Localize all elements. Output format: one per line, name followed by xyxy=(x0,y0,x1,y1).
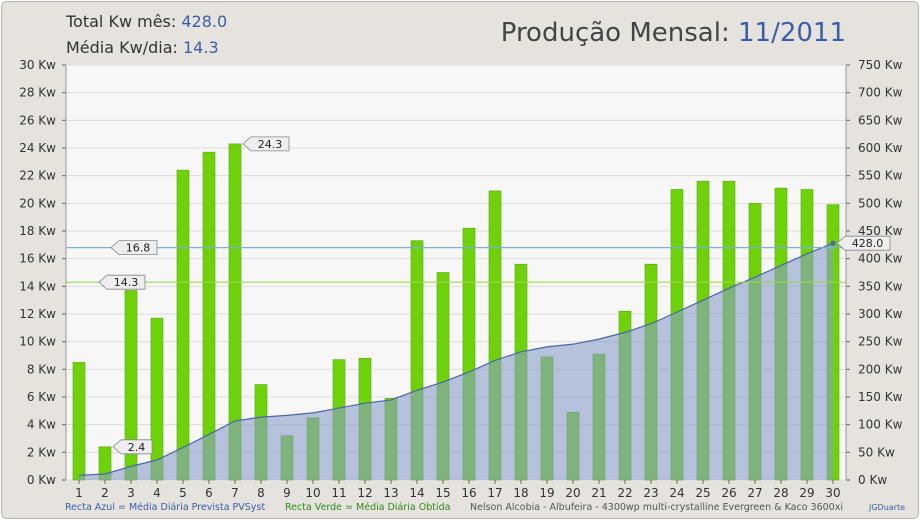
bar xyxy=(150,317,164,481)
right-tick-label: 650 Kw xyxy=(858,113,903,127)
x-tick-label: 16 xyxy=(461,486,476,500)
x-tick-label: 17 xyxy=(487,486,502,500)
x-tick-label: 9 xyxy=(283,486,291,500)
x-tick-label: 20 xyxy=(565,486,580,500)
x-tick-label: 23 xyxy=(643,486,658,500)
x-tick-label: 14 xyxy=(409,486,424,500)
x-tick-label: 10 xyxy=(305,486,320,500)
cumulative-end-label-text: 428.0 xyxy=(852,237,884,250)
right-tick-label: 400 Kw xyxy=(858,252,903,266)
x-tick-label: 19 xyxy=(539,486,554,500)
reference-label-text: 14.3 xyxy=(114,276,139,289)
x-tick-label: 11 xyxy=(331,486,346,500)
chart-title-period: 11/2011 xyxy=(737,18,846,48)
x-tick-label: 24 xyxy=(669,486,684,500)
left-tick-label: 10 Kw xyxy=(19,335,56,349)
left-tick-label: 16 Kw xyxy=(19,252,56,266)
cumulative-end-label-box xyxy=(836,235,891,251)
media-kw-label: Média Kw/dia: xyxy=(66,38,178,57)
bar-callout-box xyxy=(242,136,290,152)
x-tick-label: 7 xyxy=(231,486,239,500)
legend-green-line: Recta Verde = Média Diária Obtida xyxy=(285,502,451,513)
total-kw-header: Total Kw mês: 428.0 xyxy=(66,12,227,31)
x-tick-label: 30 xyxy=(825,486,840,500)
legend-blue-line: Recta Azul = Média Diária Prevista PVSys… xyxy=(65,502,266,513)
reference-label-box xyxy=(110,240,158,256)
right-tick-label: 700 Kw xyxy=(858,86,903,100)
x-tick-label: 13 xyxy=(383,486,398,500)
bar-callout-text: 24.3 xyxy=(258,138,283,151)
reference-label-text: 16.8 xyxy=(126,242,151,255)
right-tick-label: 750 Kw xyxy=(858,58,903,72)
x-tick-label: 2 xyxy=(101,486,109,500)
left-tick-label: 22 Kw xyxy=(19,169,56,183)
x-tick-label: 5 xyxy=(179,486,187,500)
cumulative-end-point xyxy=(830,240,836,246)
x-tick-label: 8 xyxy=(257,486,265,500)
left-tick-label: 2 Kw xyxy=(27,445,56,459)
total-kw-value: 428.0 xyxy=(181,12,228,31)
left-tick-label: 28 Kw xyxy=(19,86,56,100)
system-info: Nelson Alcobia - Albufeira - 4300wp mult… xyxy=(470,502,843,513)
cumulative-area xyxy=(79,243,833,480)
chart-title-label: Produção Mensal: xyxy=(500,18,730,48)
right-tick-label: 350 Kw xyxy=(858,279,903,293)
x-tick-label: 25 xyxy=(695,486,710,500)
x-tick-label: 21 xyxy=(591,486,606,500)
media-kw-header: Média Kw/dia: 14.3 xyxy=(66,38,219,57)
right-tick-label: 500 Kw xyxy=(858,196,903,210)
x-tick-label: 18 xyxy=(513,486,528,500)
chart-title: Produção Mensal: 11/2011 xyxy=(501,18,846,48)
right-tick-label: 550 Kw xyxy=(858,169,903,183)
bar xyxy=(202,151,216,481)
left-tick-label: 26 Kw xyxy=(19,113,56,127)
right-tick-label: 300 Kw xyxy=(858,307,903,321)
x-tick-label: 12 xyxy=(357,486,372,500)
right-tick-label: 50 Kw xyxy=(858,445,895,459)
left-tick-label: 30 Kw xyxy=(19,58,56,72)
left-tick-label: 14 Kw xyxy=(19,279,56,293)
x-tick-label: 29 xyxy=(799,486,814,500)
x-tick-label: 6 xyxy=(205,486,213,500)
left-tick-label: 20 Kw xyxy=(19,196,56,210)
x-tick-label: 22 xyxy=(617,486,632,500)
left-tick-label: 6 Kw xyxy=(27,390,56,404)
right-tick-label: 200 Kw xyxy=(858,362,903,376)
x-tick-label: 4 xyxy=(153,486,161,500)
x-tick-label: 27 xyxy=(747,486,762,500)
right-tick-label: 150 Kw xyxy=(858,390,903,404)
cumulative-line xyxy=(78,242,834,476)
left-tick-label: 24 Kw xyxy=(19,141,56,155)
left-tick-label: 12 Kw xyxy=(19,307,56,321)
right-tick-label: 0 Kw xyxy=(858,473,887,487)
bar xyxy=(72,362,86,481)
x-tick-label: 3 xyxy=(127,486,135,500)
left-tick-label: 8 Kw xyxy=(27,362,56,376)
reference-label-box xyxy=(98,274,146,290)
right-tick-label: 100 Kw xyxy=(858,418,903,432)
media-kw-value: 14.3 xyxy=(183,38,219,57)
x-tick-label: 28 xyxy=(773,486,788,500)
bar-callout-text: 2.4 xyxy=(128,441,146,454)
bar-callout-box xyxy=(112,439,153,455)
right-tick-label: 600 Kw xyxy=(858,141,903,155)
right-tick-label: 450 Kw xyxy=(858,224,903,238)
x-tick-label: 15 xyxy=(435,486,450,500)
right-tick-label: 250 Kw xyxy=(858,335,903,349)
chart-footer: Recta Azul = Média Diária Prevista PVSys… xyxy=(0,500,920,518)
credit: JGDuarte xyxy=(869,503,906,512)
left-tick-label: 4 Kw xyxy=(27,418,56,432)
left-tick-label: 18 Kw xyxy=(19,224,56,238)
x-tick-label: 26 xyxy=(721,486,736,500)
x-tick-label: 1 xyxy=(75,486,83,500)
left-tick-label: 0 Kw xyxy=(27,473,56,487)
bar xyxy=(176,169,190,481)
total-kw-label: Total Kw mês: xyxy=(66,12,177,31)
